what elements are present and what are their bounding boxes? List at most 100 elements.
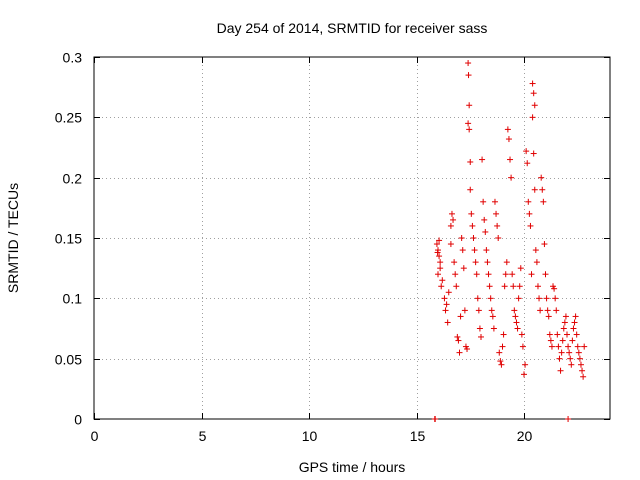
data-point xyxy=(455,337,462,344)
data-point xyxy=(497,358,504,365)
data-point xyxy=(441,295,448,302)
data-point xyxy=(461,307,468,314)
data-point xyxy=(443,301,450,308)
data-point xyxy=(480,198,487,205)
data-point xyxy=(485,271,492,278)
data-point xyxy=(552,295,559,302)
data-point xyxy=(517,265,524,272)
data-point xyxy=(573,331,580,338)
data-point xyxy=(457,313,464,320)
x-axis-label: GPS time / hours xyxy=(299,459,406,475)
data-point xyxy=(476,325,483,332)
data-point xyxy=(482,228,489,235)
y-tick-label: 0.3 xyxy=(63,50,83,66)
data-point xyxy=(570,325,577,332)
data-point xyxy=(488,307,495,314)
data-point xyxy=(499,343,506,350)
data-point xyxy=(513,319,520,326)
y-tick-label: 0.1 xyxy=(63,291,83,307)
data-point xyxy=(556,355,563,362)
data-point xyxy=(541,241,548,248)
data-point xyxy=(568,361,575,368)
data-point xyxy=(531,186,538,193)
data-point xyxy=(451,259,458,266)
data-point xyxy=(486,283,493,290)
y-tick-label: 0.05 xyxy=(55,352,82,368)
data-point xyxy=(448,210,455,217)
data-point xyxy=(433,241,440,248)
data-point xyxy=(447,222,454,229)
data-point xyxy=(436,253,443,260)
data-point xyxy=(493,210,500,217)
data-point xyxy=(565,416,572,422)
data-point xyxy=(447,241,454,248)
data-point xyxy=(516,283,523,290)
data-point xyxy=(562,313,569,320)
data-point xyxy=(507,156,514,163)
data-point xyxy=(484,259,491,266)
data-point xyxy=(566,349,573,356)
data-point xyxy=(432,416,439,422)
data-point xyxy=(525,198,532,205)
data-point xyxy=(470,235,477,241)
data-point xyxy=(529,114,536,121)
x-tick-label: 5 xyxy=(199,428,207,444)
data-point xyxy=(546,331,553,338)
data-point xyxy=(521,371,527,378)
data-point xyxy=(437,265,444,272)
data-point xyxy=(445,289,452,296)
y-axis-label: SRMTID / TECUs xyxy=(5,183,21,293)
data-point xyxy=(523,148,530,155)
x-tick-label: 20 xyxy=(517,428,533,444)
data-point xyxy=(577,361,584,368)
data-point xyxy=(531,102,538,109)
data-point xyxy=(469,222,476,229)
data-point xyxy=(519,343,526,350)
data-point xyxy=(456,349,463,356)
data-point xyxy=(472,259,479,266)
data-point xyxy=(538,174,545,181)
data-point xyxy=(514,325,521,332)
data-point xyxy=(494,222,501,229)
data-point xyxy=(533,259,540,266)
data-point xyxy=(487,295,494,302)
data-point xyxy=(574,343,581,350)
x-tick-label: 0 xyxy=(91,428,99,444)
data-point xyxy=(530,90,537,97)
data-point xyxy=(560,325,567,332)
chart-title: Day 254 of 2014, SRMTID for receiver sas… xyxy=(217,20,488,36)
data-point xyxy=(467,158,474,165)
data-point xyxy=(468,210,475,217)
data-point xyxy=(489,313,496,320)
data-point xyxy=(547,337,554,344)
x-tick-label: 15 xyxy=(410,428,426,444)
data-point xyxy=(453,283,460,290)
data-point xyxy=(529,80,536,87)
data-point xyxy=(518,331,525,338)
data-point xyxy=(465,120,472,127)
data-point xyxy=(580,373,587,380)
data-point xyxy=(554,331,561,338)
data-point xyxy=(515,295,522,302)
data-point xyxy=(474,295,481,302)
data-point xyxy=(551,285,558,292)
data-point xyxy=(548,343,555,350)
data-point xyxy=(555,343,562,350)
data-point xyxy=(490,325,497,332)
data-point xyxy=(559,337,566,344)
data-point xyxy=(458,235,465,241)
data-point xyxy=(435,271,441,278)
data-point xyxy=(495,235,502,241)
data-point xyxy=(460,265,467,272)
y-tick-label: 0.2 xyxy=(63,171,83,187)
data-point xyxy=(512,313,519,320)
data-point xyxy=(478,333,484,340)
data-point xyxy=(500,331,507,338)
data-point xyxy=(498,361,505,368)
data-point xyxy=(459,247,466,254)
data-point xyxy=(509,271,516,278)
data-point xyxy=(437,259,444,266)
data-point xyxy=(496,349,503,356)
data-point xyxy=(539,186,546,193)
data-point xyxy=(557,367,564,374)
